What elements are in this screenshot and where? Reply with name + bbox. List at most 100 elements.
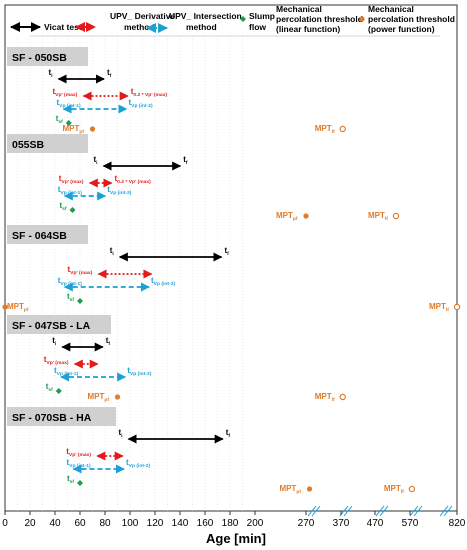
- mpt-power-label: MPTpf: [276, 211, 298, 222]
- vicat-start-label: ti: [110, 246, 115, 257]
- derivative-end-label: t0.2 * Vp' (max): [131, 87, 168, 98]
- intersection-end-label: tVp (int-2): [127, 366, 151, 377]
- mpt-linear-marker: [408, 485, 416, 493]
- x-tick-label: 270: [298, 518, 315, 529]
- plot-frame: [4, 4, 458, 512]
- x-tick-label: 20: [24, 518, 36, 529]
- x-tick-label: 470: [367, 518, 384, 529]
- mix-label: SF - 050SB: [12, 52, 67, 64]
- vicat-start-label: ti: [49, 68, 54, 79]
- slump-marker: [69, 207, 76, 213]
- x-tick-label: 820: [449, 518, 466, 529]
- mix-rows: SF - 050SB ti tf tVp' (max) t0.2 * Vp' (max)…: [2, 47, 461, 495]
- intersection-start-label: tVp (int-1): [58, 185, 82, 196]
- x-tick-label: 160: [197, 518, 214, 529]
- slump-marker: [65, 120, 72, 126]
- x-axis: 0 20 40 60 80 100 120 140 160 180 200 270 370 470 570 8…: [2, 511, 466, 529]
- slump-marker: [77, 480, 83, 486]
- mix-label-box: [7, 225, 88, 244]
- mpt-linear-label: MPTlf: [368, 211, 388, 222]
- x-tick-label: 100: [122, 518, 139, 529]
- x-tick-label: 180: [222, 518, 239, 529]
- derivative-end-label: t0.2 * Vp' (max): [115, 174, 152, 185]
- vicat-end-label: tf: [106, 336, 111, 347]
- legend-derivative-label: UPV_ Derivative method: [110, 11, 175, 32]
- mix-label-box: [7, 315, 111, 334]
- intersection-end-label: tVp (int-2): [126, 458, 150, 469]
- mpt-power-marker: [2, 304, 8, 310]
- legend: Vicat test UPV_ Derivative method UPV_ In…: [10, 4, 455, 34]
- x-tick-label: 140: [172, 518, 189, 529]
- slump-label: tsf: [60, 201, 67, 212]
- x-tick-label: 200: [247, 518, 264, 529]
- slump-label: tsf: [56, 114, 63, 125]
- mix-row: SF - 064SB ti tf tVp' (max)tVp (int-1) tVp (…: [2, 225, 461, 313]
- axis-break-marks: [307, 505, 453, 517]
- mix-row: SF - 047SB - LA ti tf tVp' (max)tVp (int-1)…: [7, 315, 346, 403]
- legend-vicat-label: Vicat test: [44, 22, 82, 32]
- mpt-linear-marker: [392, 212, 400, 220]
- derivative-start-label: tVp' (max): [53, 87, 78, 98]
- mix-row: SF - 070SB - HA ti tf tVp' (max)tVp (int-1)…: [7, 407, 416, 495]
- x-axis-title: Age [min]: [206, 531, 266, 546]
- intersection-end-label: tVp (int-2): [129, 98, 153, 109]
- mpt-linear-label: MPTlf: [384, 484, 404, 495]
- mpt-power-marker: [303, 213, 309, 219]
- x-tick-label: 120: [147, 518, 164, 529]
- x-tick-label: 80: [99, 518, 111, 529]
- legend-mpt-linear-label: Mechanical percolation threshold (linear f…: [276, 4, 363, 34]
- derivative-start-label: tVp' (max): [66, 447, 91, 458]
- mpt-power-marker: [306, 486, 313, 492]
- derivative-start-label: tVp' (max): [59, 174, 84, 185]
- mix-row: 055SB ti tf tVp' (max) t0.2 * Vp' (max) tVp (…: [7, 134, 400, 222]
- mix-label-box: [7, 134, 88, 153]
- intersection-start-label: tVp (int-1): [57, 98, 81, 109]
- slump-marker: [55, 388, 62, 394]
- slump-label: tsf: [67, 292, 74, 303]
- intersection-start-label: tVp (int-1): [67, 458, 91, 469]
- mpt-power-label: MPTpf: [63, 124, 85, 135]
- legend-slump-marker: [240, 16, 246, 22]
- mpt-linear-marker: [339, 393, 346, 401]
- x-tick-label: 40: [49, 518, 61, 529]
- mpt-power-marker: [89, 126, 96, 132]
- mpt-linear-marker: [453, 303, 461, 311]
- x-tick-label: 370: [333, 518, 350, 529]
- x-tick-label: 60: [74, 518, 86, 529]
- mix-label: SF - 064SB: [12, 230, 67, 242]
- mpt-linear-marker: [339, 125, 346, 133]
- slump-label: tsf: [46, 382, 53, 393]
- intersection-end-label: tVp (int-2): [151, 276, 175, 287]
- legend-mpt-power-marker: [359, 16, 365, 22]
- vicat-start-label: ti: [119, 428, 124, 439]
- x-tick-label: 0: [2, 518, 8, 529]
- vicat-start-label: ti: [52, 336, 57, 347]
- legend-slump-label: Slump flow: [249, 11, 275, 32]
- mpt-power-label: MPTpf: [88, 392, 110, 403]
- mix-label: 055SB: [12, 139, 45, 151]
- slump-marker: [77, 298, 83, 304]
- mix-label-box: [7, 407, 116, 426]
- derivative-start-label: tVp' (max): [68, 265, 93, 276]
- derivative-start-label: tVp' (max): [44, 355, 69, 366]
- mpt-power-label: MPTpf: [280, 484, 302, 495]
- vicat-end-label: tf: [225, 246, 230, 257]
- legend-intersection-label: UPV_ Intersection method: [169, 11, 242, 32]
- mpt-linear-label: MPTlf: [315, 392, 335, 403]
- vicat-start-label: ti: [94, 155, 99, 166]
- mix-label: SF - 047SB - LA: [12, 320, 91, 332]
- x-tick-label: 570: [402, 518, 419, 529]
- vicat-end-label: tf: [107, 68, 112, 79]
- vicat-end-label: tf: [183, 155, 188, 166]
- mpt-linear-label: MPTlf: [429, 302, 449, 313]
- mpt-power-marker: [114, 394, 121, 400]
- mpt-power-label: MPTpf: [7, 302, 29, 313]
- slump-label: tsf: [67, 474, 74, 485]
- intersection-start-label: tVp (int-1): [54, 366, 78, 377]
- legend-mpt-power-label: Mechanical percolation threshold (power fu…: [368, 4, 455, 34]
- mix-label: SF - 070SB - HA: [12, 412, 92, 424]
- intersection-start-label: tVp (int-1): [58, 276, 82, 287]
- mix-row: SF - 050SB ti tf tVp' (max) t0.2 * Vp' (max)…: [7, 47, 346, 135]
- mpt-linear-label: MPTlf: [315, 124, 335, 135]
